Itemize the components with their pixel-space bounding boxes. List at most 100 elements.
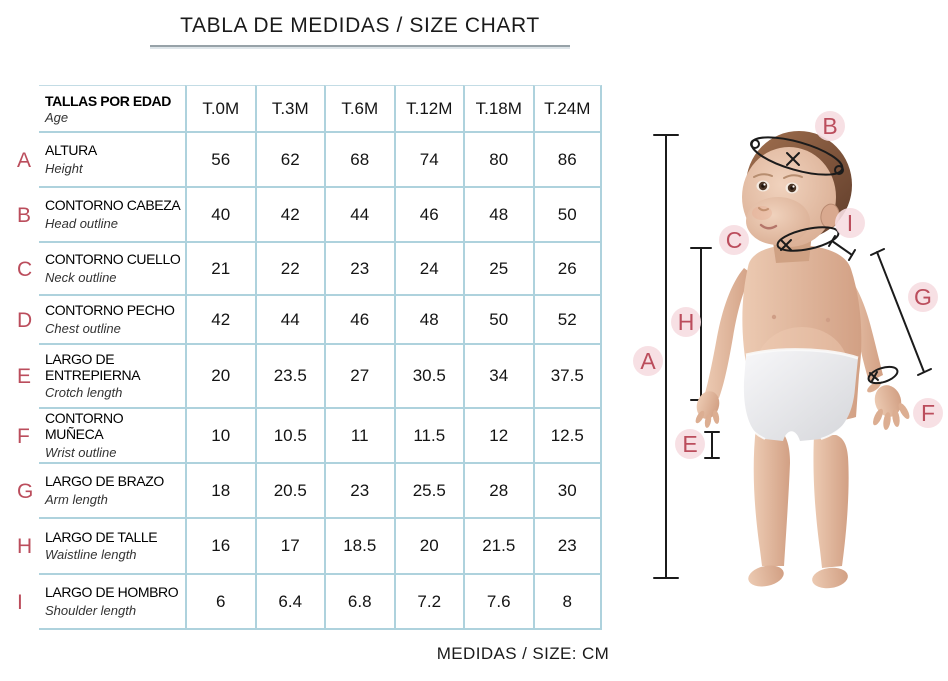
value-cell-C-T.12M: 24 [393, 243, 463, 296]
value-cell-B-T.24M: 50 [532, 188, 602, 243]
value-cell-C-T.18M: 25 [463, 243, 533, 296]
row-label: CONTORNO MUÑECA [45, 410, 124, 442]
age-header-cell: TALLAS POR EDAD Age [39, 85, 185, 133]
row-label-cell-F: CONTORNO MUÑECA Wrist outline [39, 409, 185, 464]
figure-label-text-H: H [678, 309, 695, 335]
figure-label-I: I [835, 208, 865, 238]
figure-label-A: A [633, 346, 663, 376]
row-letter-F: F [17, 424, 30, 448]
figure-label-halo [913, 398, 943, 428]
value-cell-D-T.6M: 46 [324, 296, 394, 345]
figure-label-halo [908, 282, 938, 312]
value-cell-G-T.12M: 25.5 [393, 464, 463, 519]
row-label-cell-I: LARGO DE HOMBRO Shoulder length [39, 575, 185, 630]
row-sublabel: Waistline length [45, 547, 137, 563]
row-sublabel: Crotch length [45, 385, 123, 401]
row-sublabel: Wrist outline [45, 444, 117, 460]
value-cell-B-T.3M: 42 [254, 188, 324, 243]
value-cell-G-T.18M: 28 [463, 464, 533, 519]
value-cell-G-T.0M: 18 [185, 464, 255, 519]
row-label-cell-H: LARGO DE TALLE Waistline length [39, 519, 185, 575]
column-header-T.6M: T.6M [324, 85, 394, 133]
value-cell-F-T.0M: 10 [185, 409, 255, 464]
value-cell-H-T.6M: 18.5 [324, 519, 394, 575]
row-label: LARGO DE HOMBRO [45, 584, 179, 601]
row-label: CONTORNO CUELLO [45, 251, 181, 268]
row-sublabel: Height [45, 160, 83, 176]
row-letter-E: E [17, 365, 32, 388]
row-label: ALTURA [45, 142, 97, 159]
value-cell-C-T.0M: 21 [185, 243, 255, 296]
row-letter-B: B [17, 203, 32, 227]
figure-label-text-F: F [921, 400, 935, 426]
age-header-title: TALLAS POR EDAD [45, 92, 171, 109]
value-cell-I-T.12M: 7.2 [393, 575, 463, 630]
value-cell-A-T.6M: 68 [324, 133, 394, 188]
row-label: LARGO DE ENTREPIERNA [45, 350, 141, 383]
value-cell-H-T.18M: 21.5 [463, 519, 533, 575]
value-cell-A-T.12M: 74 [393, 133, 463, 188]
value-cell-E-T.6M: 27 [324, 345, 394, 409]
row-letter-I: I [17, 590, 23, 614]
figure-label-text-C: C [726, 227, 743, 253]
row-label-cell-E: LARGO DE ENTREPIERNA Crotch length [39, 345, 185, 409]
figure-label-halo [633, 346, 663, 376]
column-header-T.24M: T.24M [532, 85, 602, 133]
row-letter-A: A [17, 148, 32, 172]
row-letter-C: C [17, 257, 33, 281]
wrist-circumference-band [867, 365, 899, 385]
age-header-subtitle: Age [45, 109, 69, 125]
row-label-cell-C: CONTORNO CUELLO Neck outline [39, 243, 185, 296]
row-label: LARGO DE BRAZO [45, 473, 164, 490]
figure-label-text-A: A [640, 348, 656, 374]
figure-label-text-I: I [847, 210, 853, 236]
head-circumference-band [750, 136, 844, 176]
value-cell-I-T.3M: 6.4 [254, 575, 324, 630]
measure-line-E [704, 431, 720, 459]
row-letter-H: H [17, 535, 33, 558]
page-title: TABLA DE MEDIDAS / SIZE CHART [150, 14, 570, 47]
figure-label-F: F [913, 398, 943, 428]
value-cell-C-T.6M: 23 [324, 243, 394, 296]
figure-label-halo [671, 307, 701, 337]
value-cell-F-T.18M: 12 [463, 409, 533, 464]
value-cell-B-T.0M: 40 [185, 188, 255, 243]
figure-label-halo [719, 225, 749, 255]
row-letter-D: D [17, 308, 33, 332]
value-cell-F-T.24M: 12.5 [532, 409, 602, 464]
row-label-cell-D: CONTORNO PECHO Chest outline [39, 296, 185, 345]
value-cell-B-T.18M: 48 [463, 188, 533, 243]
figure-letter-labels: A B C E F G H I [633, 111, 943, 459]
value-cell-E-T.0M: 20 [185, 345, 255, 409]
row-label: LARGO DE TALLE [45, 528, 158, 545]
figure-label-E: E [675, 429, 705, 459]
baby-measurement-figure: A B C E F G H I [633, 111, 943, 589]
measure-line-G [870, 248, 932, 376]
row-letter-G: G [17, 479, 34, 503]
column-header-T.12M: T.12M [393, 85, 463, 133]
figure-label-B: B [815, 111, 845, 141]
value-cell-I-T.18M: 7.6 [463, 575, 533, 630]
figure-label-halo [835, 208, 865, 238]
figure-label-text-G: G [914, 284, 932, 310]
value-cell-G-T.24M: 30 [532, 464, 602, 519]
measure-line-A [653, 134, 679, 579]
figure-label-H: H [671, 307, 701, 337]
neck-circumference-band [776, 226, 840, 252]
value-cell-C-T.3M: 22 [254, 243, 324, 296]
value-cell-H-T.12M: 20 [393, 519, 463, 575]
value-cell-F-T.3M: 10.5 [254, 409, 324, 464]
value-cell-D-T.24M: 52 [532, 296, 602, 345]
row-label-cell-A: ALTURA Height [39, 133, 185, 188]
row-sublabel: Chest outline [45, 320, 121, 336]
column-header-T.3M: T.3M [254, 85, 324, 133]
measure-line-I [828, 235, 856, 261]
figure-label-text-E: E [682, 431, 697, 457]
value-cell-D-T.3M: 44 [254, 296, 324, 345]
value-cell-I-T.6M: 6.8 [324, 575, 394, 630]
row-label-cell-G: LARGO DE BRAZO Arm length [39, 464, 185, 519]
value-cell-H-T.0M: 16 [185, 519, 255, 575]
value-cell-I-T.24M: 8 [532, 575, 602, 630]
value-cell-B-T.6M: 44 [324, 188, 394, 243]
figure-label-halo [675, 429, 705, 459]
